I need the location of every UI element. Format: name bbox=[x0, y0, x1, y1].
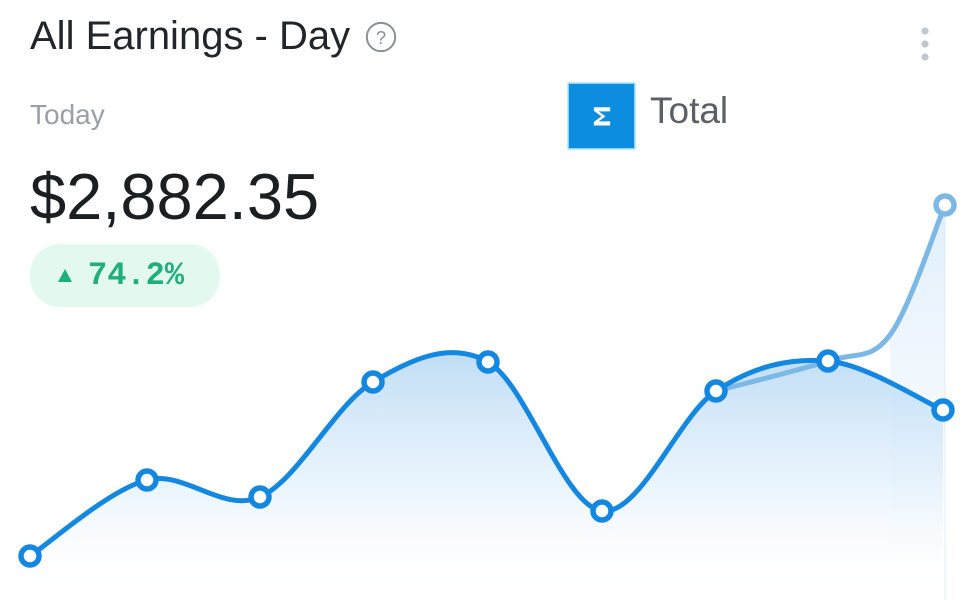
svg-text:?: ? bbox=[376, 27, 386, 48]
